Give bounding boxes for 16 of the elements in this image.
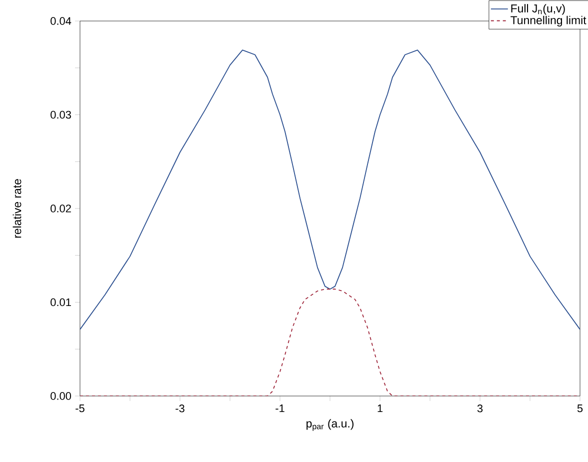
y-tick-label: 0.02 [50, 204, 71, 212]
legend-label: Tunnelling limit [510, 16, 586, 27]
x-tick-label: 1 [378, 404, 383, 412]
legend-label: Full J$_{n}$(u,v) [511, 4, 565, 15]
line-series [80, 50, 580, 330]
y-tick-label: 0.03 [50, 110, 71, 119]
x-tick-label: 5 [577, 404, 583, 412]
x-tick-label: -3 [176, 404, 184, 412]
y-tick-label: 0.04 [50, 17, 72, 25]
x-axis-title: p$_{par}$ (a.u.) [306, 419, 354, 431]
y-axis-title: relative rate [12, 179, 22, 238]
y-tick-label: 0.01 [50, 298, 71, 306]
x-tick-label: 3 [477, 404, 483, 412]
x-tick-label: -5 [76, 404, 84, 412]
y-tick-label: 0.00 [50, 392, 72, 400]
x-tick-label: -1 [276, 404, 284, 412]
